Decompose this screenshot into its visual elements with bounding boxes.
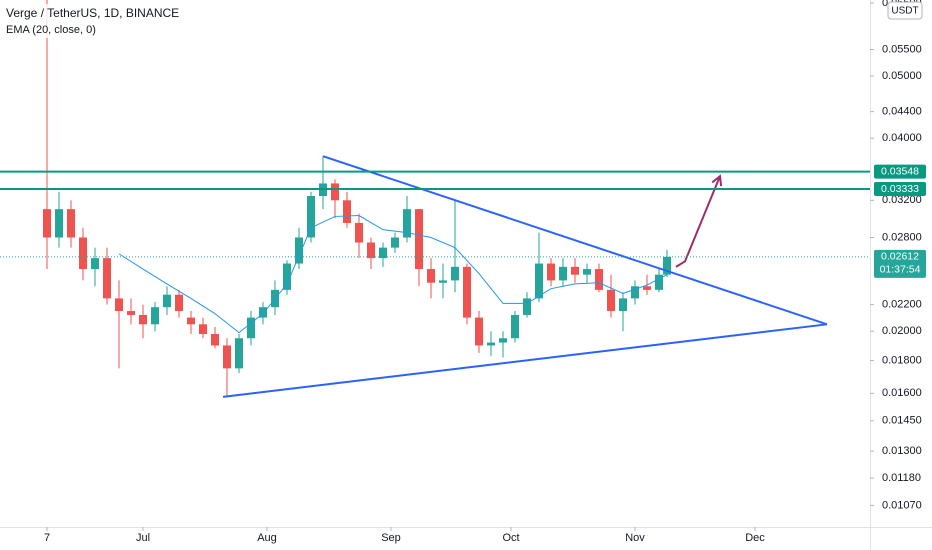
countdown-label: 01:37:54 (880, 264, 921, 276)
unit-label: USDT (891, 6, 918, 17)
candle-body (655, 274, 663, 290)
candle-body (439, 280, 447, 283)
candle-body (619, 298, 627, 312)
level-label-bg (874, 181, 926, 196)
last-price-label: 0.02612 (881, 251, 919, 263)
y-tick-label: 0.01450 (882, 415, 922, 427)
x-tick-label: Jul (136, 532, 150, 544)
candle-body (535, 263, 543, 299)
candle-body (595, 269, 603, 290)
y-tick-label: 0.02000 (882, 325, 922, 337)
indicator-label: EMA (20, close, 0) (6, 24, 96, 36)
candle-body (67, 209, 75, 238)
x-tick-label: Nov (625, 532, 645, 544)
candle-body (643, 286, 651, 290)
candle-body (139, 314, 147, 325)
candle-body (127, 311, 135, 315)
candle-body (343, 200, 351, 223)
y-tick-label: 0.01180 (882, 472, 921, 484)
candle-body (499, 338, 507, 343)
y-tick-label: 0.01800 (882, 354, 922, 366)
candle-body (451, 266, 459, 281)
candle-body (607, 289, 615, 312)
candle-body (487, 342, 495, 346)
candle-body (163, 294, 171, 308)
trend-line (322, 155, 828, 326)
level-label: 0.03548 (881, 165, 919, 177)
candle-body (571, 266, 579, 275)
unit-box (887, 1, 923, 20)
plot-area (0, 0, 870, 398)
candle-body (283, 263, 291, 290)
x-tick-label: Dec (745, 532, 765, 544)
y-tick-label: 0.05000 (882, 70, 922, 82)
candle-body (427, 269, 435, 283)
candle-body (547, 263, 555, 281)
candle-body (511, 314, 519, 339)
candle-body (403, 209, 411, 238)
candle-body (55, 209, 63, 238)
y-tick-label: 0.04400 (882, 106, 922, 118)
trend-line (222, 323, 828, 398)
candle-body (379, 247, 387, 259)
y-tick-label: 0.01300 (882, 445, 922, 457)
level-label-bg (874, 164, 926, 179)
candle-body (523, 298, 531, 315)
candle-body (391, 237, 399, 248)
candle-body (331, 183, 339, 201)
trend-line (675, 175, 721, 268)
arrow-head (711, 174, 723, 187)
candle-body (583, 269, 591, 275)
candle-body (175, 294, 183, 312)
candle-body (223, 345, 231, 369)
candle-body (367, 242, 375, 259)
axes: 0.065000.055000.050000.044000.040000.032… (44, 0, 926, 544)
y-tick-label: 0.01600 (882, 387, 922, 399)
legend-bg (0, 4, 170, 38)
candle-body (151, 307, 159, 325)
y-tick-label: 0.05500 (882, 43, 922, 55)
x-tick-label: Oct (502, 532, 519, 544)
candle-body (115, 298, 123, 312)
candle-body (463, 266, 471, 318)
candle-body (187, 317, 195, 325)
candle-body (307, 195, 315, 238)
candle-body (103, 258, 111, 299)
y-tick-label: 0.04000 (882, 132, 922, 144)
last-price-bg (874, 249, 926, 278)
candle-body (259, 307, 267, 318)
candle-body (415, 209, 423, 270)
candle-body (355, 222, 363, 243)
candle-body (199, 324, 207, 334)
y-tick-label: 0.03200 (882, 194, 922, 206)
candle-body (79, 237, 87, 270)
candle-body (43, 209, 51, 238)
candle-body (663, 256, 671, 275)
candle-body (631, 286, 639, 299)
x-tick-label: Sep (381, 532, 401, 544)
x-tick-label: 7 (44, 532, 50, 544)
candle-body (559, 266, 567, 281)
candle-body (235, 338, 243, 369)
chart-title: Verge / TetherUS, 1D, BINANCE (6, 6, 179, 20)
y-tick-label: 0.01070 (882, 499, 922, 511)
y-tick-label: 0.02800 (882, 231, 922, 243)
x-tick-label: Aug (257, 532, 277, 544)
candle-body (211, 333, 219, 346)
ema-line (118, 215, 668, 334)
candle-body (91, 258, 99, 270)
candle-body (475, 317, 483, 346)
level-label: 0.03333 (881, 183, 919, 195)
candle-body (295, 237, 303, 264)
candle-body (247, 317, 255, 339)
y-tick-label: 0.02200 (882, 299, 922, 311)
